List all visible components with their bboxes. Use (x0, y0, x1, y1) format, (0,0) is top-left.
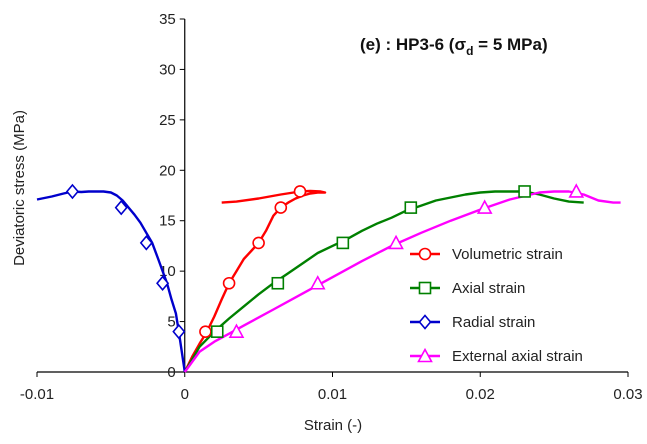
y-tick-label: 15 (159, 213, 176, 230)
legend: Volumetric strain Axial strain Radial stra… (410, 246, 583, 365)
series-1-point (336, 236, 350, 250)
legend-label-2: Radial strain (452, 314, 535, 331)
series-2-point (156, 275, 170, 291)
x-axis-title: Strain (-) (304, 417, 362, 434)
series-1-point (518, 185, 531, 198)
y-tick-label: 30 (159, 61, 176, 78)
series-2-point (65, 183, 80, 200)
series-3-point (228, 323, 245, 338)
series-line-3 (183, 190, 621, 373)
legend-label-1: Axial strain (452, 280, 525, 297)
y-tick-label: 20 (159, 162, 176, 179)
x-tick-label: 0 (181, 386, 189, 403)
series-3-point (568, 183, 585, 198)
y-tick-label: 25 (159, 112, 176, 129)
series-line-1 (183, 190, 584, 373)
marker-layer (65, 183, 585, 340)
y-tick-label: 5 (167, 314, 175, 331)
x-tick-label: 0.02 (466, 386, 495, 403)
x-tick-label: 0.01 (318, 386, 347, 403)
y-tick-label: 35 (159, 11, 176, 28)
series-1-point (404, 201, 418, 214)
legend-label-3: External axial strain (452, 348, 583, 365)
series-1-point (271, 276, 285, 290)
series-0-point (199, 325, 212, 338)
legend-marker-3 (417, 347, 433, 363)
series-2-point (172, 323, 186, 340)
series-0-point (222, 276, 236, 290)
series-3-point (309, 275, 326, 290)
x-tick-label: 0.03 (613, 386, 642, 403)
series-0-point (293, 185, 307, 198)
y-axis-title: Deviatoric stress (MPa) (11, 110, 28, 266)
series-2-point (139, 235, 153, 251)
legend-label-0: Volumetric strain (452, 246, 563, 263)
legend-marker-2 (418, 314, 432, 330)
y-tick-label: 0 (167, 364, 175, 381)
legend-marker-0 (418, 247, 432, 261)
series-2-point (114, 199, 128, 216)
series-layer (36, 189, 621, 373)
chart-title: (e) : HP3-6 (σd = 5 MPa) (360, 35, 548, 58)
series-1-point (210, 325, 224, 338)
x-tick-label: -0.01 (20, 386, 54, 403)
series-line-2 (36, 190, 186, 373)
series-3-point (476, 199, 493, 214)
series-line-0 (183, 189, 327, 373)
legend-marker-1 (418, 281, 432, 295)
series-0-point (252, 236, 265, 250)
series-3-point (388, 234, 404, 250)
series-0-point (274, 201, 288, 214)
